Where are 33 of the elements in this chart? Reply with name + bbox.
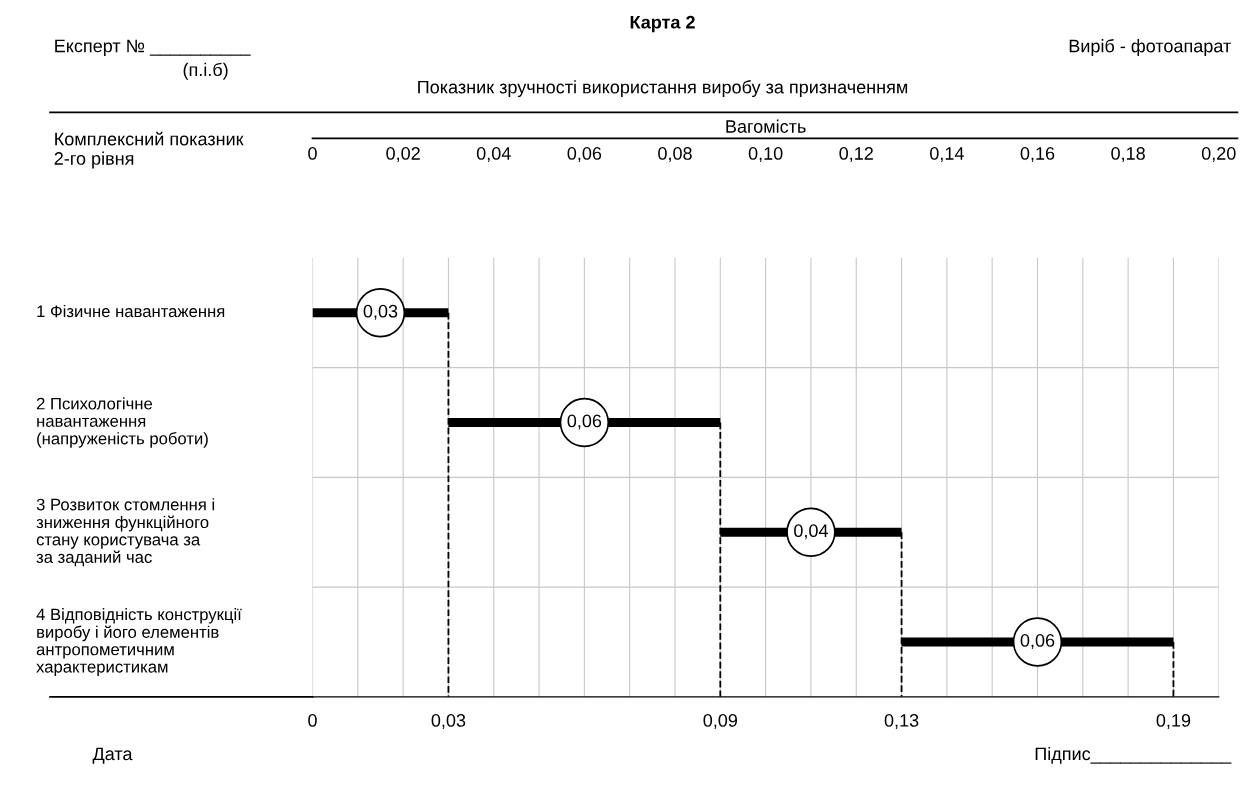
chart-subtitle: Показник зручності використання виробу за призначенням [418, 80, 908, 98]
chart-title: Карта 2 [630, 15, 695, 33]
x-tick-label: 0,20 [1201, 147, 1236, 162]
x2-tick-label: 0,13 [884, 714, 919, 729]
x-tick-label: 0,14 [930, 147, 964, 162]
x2-tick-label: 0,09 [703, 714, 738, 729]
x2-tick-label: 0 [308, 714, 317, 727]
data-label: 0,04 [794, 524, 828, 540]
x-tick-label: 0,10 [748, 147, 783, 162]
text: Експерт № __________ [55, 39, 251, 56]
x-tick-label: 0,18 [1111, 147, 1145, 162]
x-axis-title: Вагомість [726, 119, 806, 133]
x-tick-label: 0,04 [476, 147, 511, 162]
x2-tick-label: 0,03 [431, 714, 466, 729]
text: Виріб - фотоапарат [1069, 38, 1231, 56]
data-label: 0,06 [1020, 634, 1055, 649]
x-tick-label: 0,12 [839, 147, 873, 162]
y-tick-label: 2 Психологічне навантаження (напруженість роботи) [36, 397, 208, 448]
x-tick-label: 0,06 [567, 147, 602, 162]
y-tick-label: 3 Розвиток стомлення і зниження функційного стану користувача за за заданий час [36, 498, 215, 567]
x2-tick-label: 0,19 [1156, 714, 1191, 729]
x-tick-label: 0 [308, 147, 317, 160]
text: Дата [92, 747, 133, 764]
text: Підпис______________ [1035, 746, 1232, 764]
y-tick-label: 4 Відповідність конструкції виробу і його елементів антропометичним характеристикам [36, 608, 242, 676]
y-tick-label: 1 Фізичне навантаження [37, 304, 225, 318]
data-label: 0,06 [567, 414, 602, 430]
text: (п.і.б) [183, 62, 228, 80]
data-label: 0,03 [363, 304, 398, 320]
x-tick-label: 0,08 [658, 147, 692, 162]
x-tick-label: 0,02 [386, 147, 420, 162]
x-tick-label: 0,16 [1020, 147, 1055, 162]
text: Комплексний показник 2-го рівня [54, 131, 244, 169]
